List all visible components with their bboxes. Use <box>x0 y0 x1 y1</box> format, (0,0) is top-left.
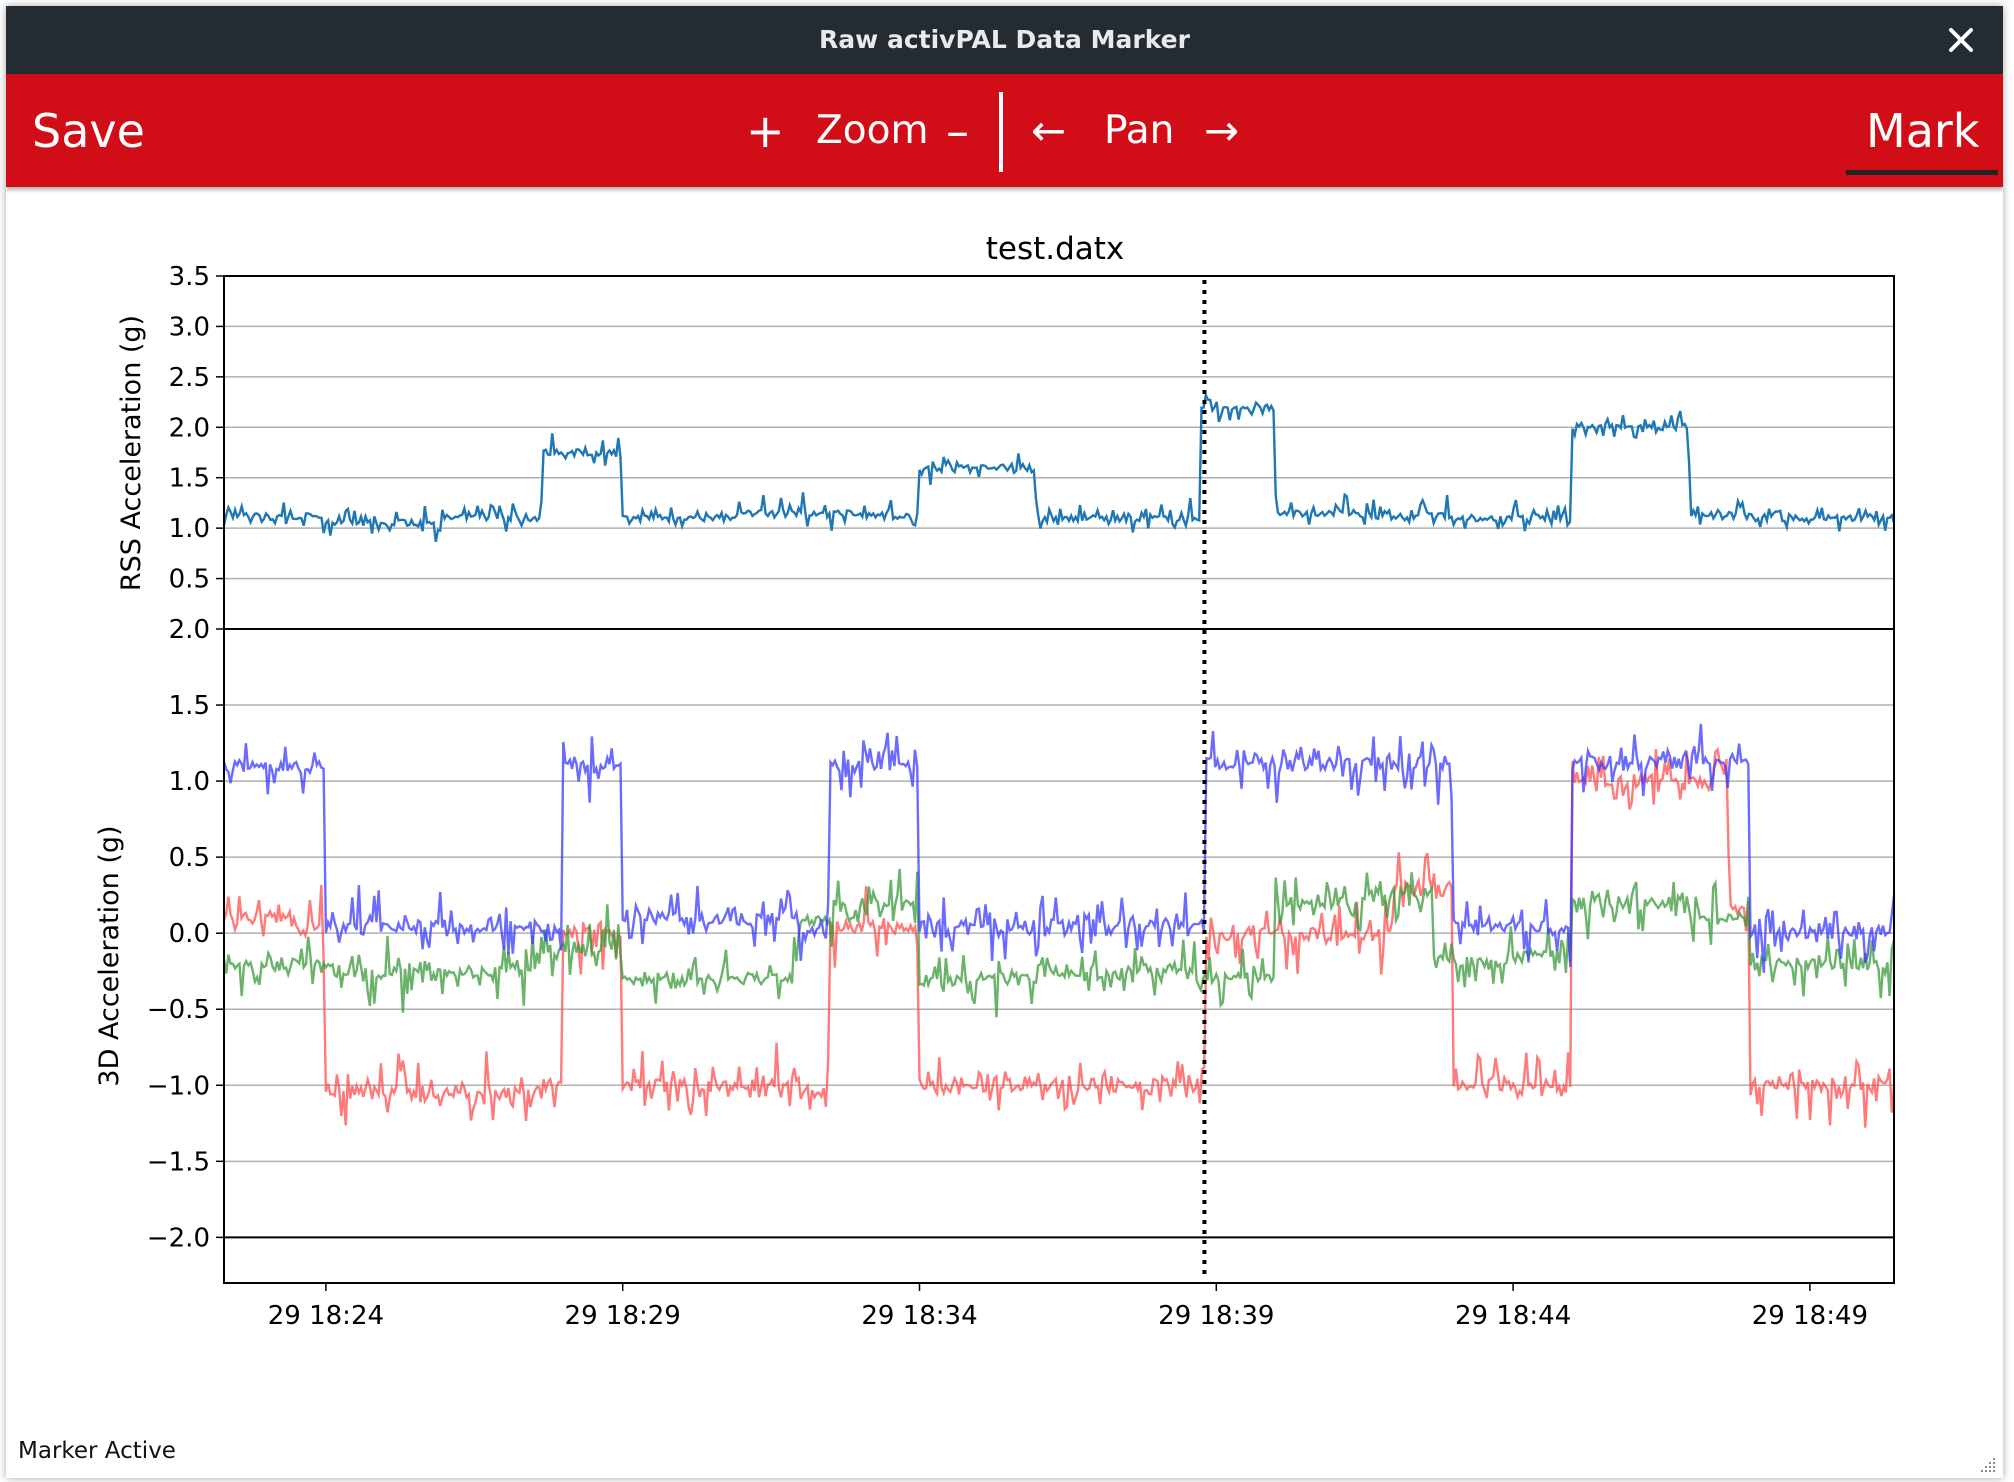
rss-y-tick-label: 1.5 <box>169 464 210 494</box>
rss-y-tick-label: 2.0 <box>169 413 210 443</box>
accel-y-tick-label: 1.0 <box>169 767 210 797</box>
accel-series-line-2 <box>222 723 1896 973</box>
pan-label: Pan <box>1104 108 1175 153</box>
x-tick-label: 29 18:49 <box>1752 1301 1868 1331</box>
rss-y-tick-label: 3.5 <box>169 262 210 292</box>
rss-axes: 0.5 1.0 1.5 2.0 2.5 3.0 3.5 RSS Acceleration (… <box>116 262 1896 630</box>
rss-y-tick-label: 0.5 <box>169 565 210 595</box>
pan-left-button[interactable]: ← <box>1031 106 1067 155</box>
close-icon <box>1949 28 1973 52</box>
mark-button[interactable]: Mark <box>1866 104 1980 158</box>
zoom-out-button[interactable]: – <box>946 104 969 158</box>
x-tick-label: 29 18:39 <box>1158 1301 1274 1331</box>
resize-grip-icon[interactable] <box>1977 1454 1997 1474</box>
zoom-in-button[interactable]: + <box>746 104 785 158</box>
zoom-label: Zoom <box>816 108 929 153</box>
accel-y-tick-label: 1.5 <box>169 691 210 721</box>
x-tick-label: 29 18:34 <box>861 1301 977 1331</box>
close-button[interactable] <box>1937 16 1985 64</box>
plot-canvas[interactable]: test.datx 0.5 1.0 1.5 2.0 2.5 3.0 3.5 RSS Acce… <box>6 187 2003 1432</box>
x-tick-label: 29 18:24 <box>268 1301 384 1331</box>
rss-series-line-0 <box>222 391 1896 543</box>
accel-y-tick-label: −1.5 <box>147 1147 210 1177</box>
accel-series-line-1 <box>222 868 1896 1018</box>
accel-y-tick-label: 2.0 <box>169 615 210 645</box>
rss-y-tick-label: 3.0 <box>169 312 210 342</box>
accel-y-tick-label: −0.5 <box>147 995 210 1025</box>
save-button[interactable]: Save <box>32 104 145 158</box>
accel-axes: −2.0 −1.5 −1.0 −0.5 0.0 0.5 1.0 1.5 2.0 29 18:24… <box>94 615 1896 1331</box>
accel-y-tick-label: −2.0 <box>147 1223 210 1253</box>
app-window: Raw activPAL Data Marker Save + Zoom – ←… <box>6 6 2003 1478</box>
rss-y-axis-label: RSS Acceleration (g) <box>116 315 147 591</box>
x-tick-label: 29 18:44 <box>1455 1301 1571 1331</box>
accel-y-axis-label: 3D Acceleration (g) <box>94 825 125 1086</box>
accel-y-tick-label: −1.0 <box>147 1071 210 1101</box>
rss-y-tick-label: 2.5 <box>169 363 210 393</box>
mark-active-indicator <box>1846 170 1998 175</box>
accel-series-line-0 <box>222 746 1896 1128</box>
accel-y-tick-label: 0.0 <box>169 919 210 949</box>
chart-title: test.datx <box>986 231 1125 267</box>
toolbar-divider <box>999 92 1003 172</box>
title-bar: Raw activPAL Data Marker <box>6 6 2003 74</box>
status-text: Marker Active <box>18 1438 176 1464</box>
rss-y-tick-label: 1.0 <box>169 514 210 544</box>
window-title: Raw activPAL Data Marker <box>819 25 1190 54</box>
x-tick-label: 29 18:29 <box>565 1301 681 1331</box>
pan-right-button[interactable]: → <box>1204 106 1240 155</box>
accel-y-tick-label: 0.5 <box>169 843 210 873</box>
toolbar: Save + Zoom – ← Pan → Mark <box>6 74 2003 187</box>
